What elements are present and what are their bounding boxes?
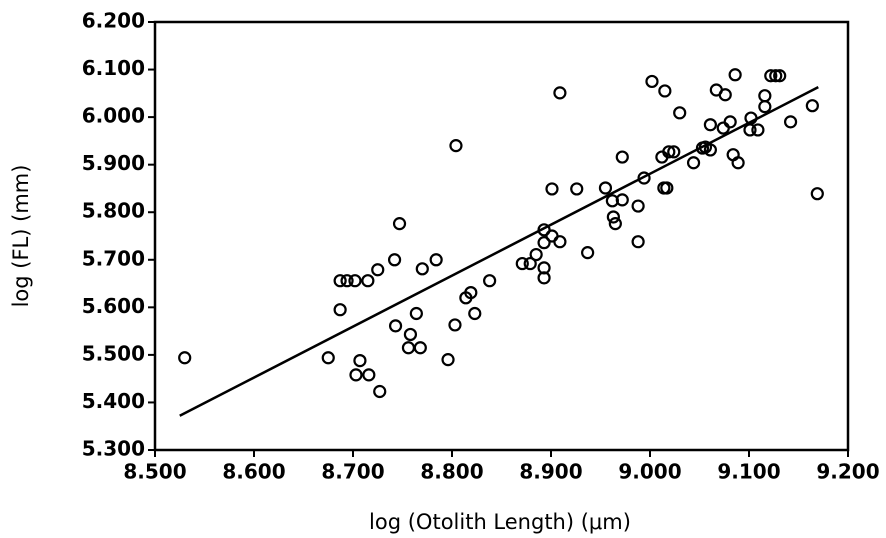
data-point: [553, 235, 567, 249]
y-tick-label: 6.200: [82, 9, 145, 33]
data-point: [751, 123, 765, 137]
data-point: [537, 236, 551, 250]
data-point: [645, 74, 659, 89]
data-point: [631, 199, 645, 213]
data-point: [662, 145, 676, 159]
data-point: [441, 353, 455, 367]
data-point: [340, 274, 354, 288]
y-tick-label: 5.400: [82, 389, 145, 413]
y-tick-label: 5.500: [82, 341, 145, 365]
x-tick-label: 9.000: [618, 460, 681, 484]
data-point: [537, 271, 551, 285]
data-point: [805, 99, 819, 113]
x-tick-label: 8.700: [321, 460, 384, 484]
data-point: [388, 319, 403, 333]
data-point: [429, 253, 443, 267]
data-point: [483, 274, 497, 288]
data-point: [615, 150, 629, 164]
data-point: [773, 69, 787, 83]
data-point: [348, 274, 362, 288]
data-point: [703, 143, 717, 157]
y-tick-label: 5.300: [82, 437, 145, 461]
data-point: [353, 353, 367, 368]
data-point: [387, 253, 402, 267]
x-tick-label: 8.900: [519, 460, 582, 484]
data-point: [723, 115, 737, 129]
data-point: [515, 256, 529, 271]
data-point: [769, 69, 783, 83]
data-point: [764, 69, 778, 83]
data-point: [731, 156, 745, 170]
data-point: [718, 88, 732, 102]
data-point: [637, 171, 651, 185]
data-point: [403, 327, 418, 342]
y-tick-label: 6.000: [82, 104, 145, 128]
data-point: [810, 187, 824, 201]
data-point: [448, 318, 462, 332]
data-point: [758, 100, 772, 114]
data-point: [464, 285, 478, 300]
data-point: [728, 68, 742, 82]
data-point: [743, 123, 757, 137]
y-tick-label: 5.700: [82, 246, 145, 270]
x-tick-label: 8.500: [123, 460, 186, 484]
data-point: [570, 182, 584, 196]
data-point: [783, 115, 798, 129]
data-point: [333, 303, 347, 317]
data-point: [415, 262, 429, 276]
x-tick-label: 8.600: [222, 460, 285, 484]
x-tick-label: 9.200: [816, 460, 879, 484]
data-point: [401, 341, 416, 355]
y-axis-title: log (FL) (mm): [9, 165, 33, 308]
y-tick-label: 5.800: [82, 199, 145, 223]
data-point: [608, 217, 622, 231]
data-point: [553, 86, 567, 100]
data-point: [392, 217, 407, 231]
data-point: [598, 181, 613, 195]
data-point: [449, 139, 463, 153]
data-point: [523, 256, 537, 271]
data-point: [333, 274, 347, 288]
data-point: [413, 341, 427, 355]
data-point: [545, 182, 559, 196]
y-tick-label: 5.600: [82, 294, 145, 318]
data-point: [468, 306, 482, 321]
data-point: [178, 351, 192, 365]
y-tick-label: 6.100: [82, 56, 145, 80]
data-point: [371, 263, 385, 277]
data-point: [631, 235, 645, 249]
fit-line: [179, 86, 819, 417]
data-point: [673, 106, 687, 120]
data-point: [349, 368, 363, 382]
plot-frame: [153, 20, 850, 452]
data-point: [529, 247, 543, 262]
data-point: [361, 274, 375, 288]
data-point: [409, 306, 423, 321]
data-point: [373, 384, 387, 399]
data-point: [581, 246, 595, 260]
data-point: [716, 121, 730, 135]
data-point: [703, 118, 717, 132]
data-point: [537, 223, 551, 237]
data-point: [658, 84, 672, 98]
data-point: [686, 156, 701, 170]
data-point: [606, 210, 620, 224]
x-axis-title: log (Otolith Length) (μm): [369, 510, 631, 534]
y-tick-label: 5.900: [82, 151, 145, 175]
x-tick-label: 8.800: [420, 460, 483, 484]
x-tick-label: 9.100: [717, 460, 780, 484]
data-point: [758, 89, 772, 103]
data-point: [660, 181, 674, 195]
data-point: [321, 351, 335, 365]
data-point: [667, 145, 681, 159]
data-point: [615, 193, 629, 207]
data-point: [362, 368, 376, 382]
